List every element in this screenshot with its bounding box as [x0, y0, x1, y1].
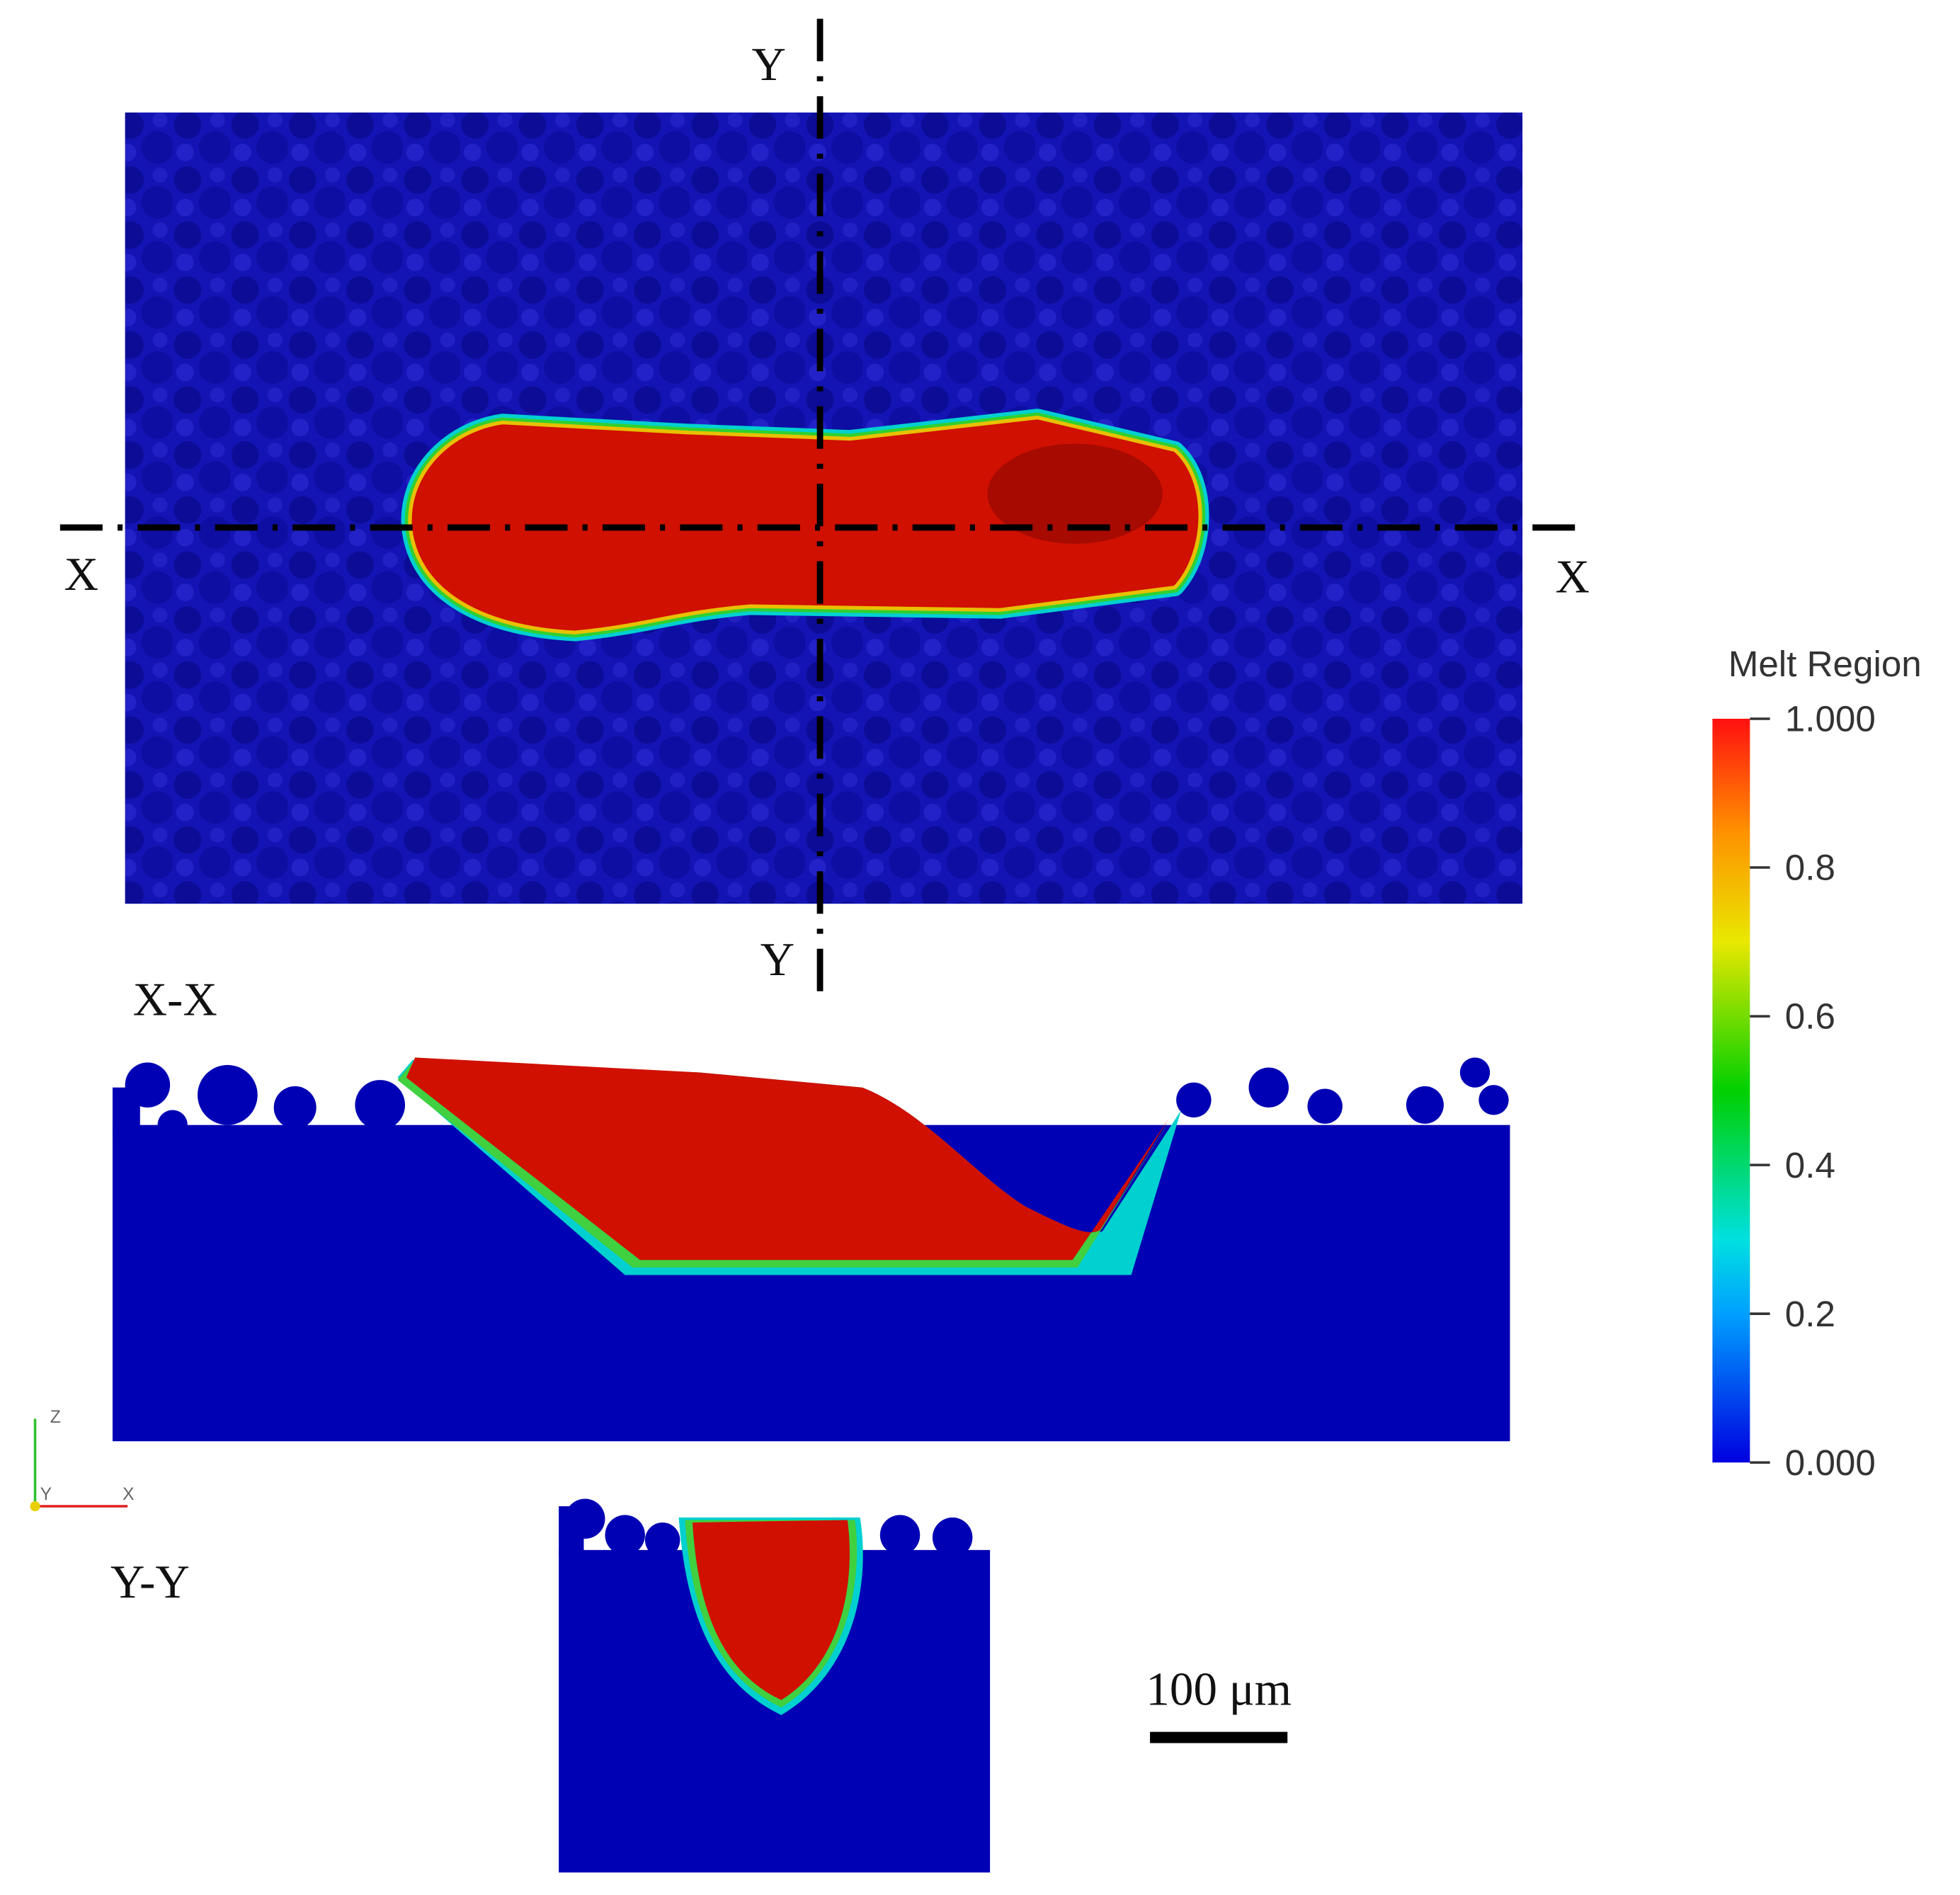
melt-pool-top [401, 409, 1209, 642]
colorbar-tick-label: 0.4 [1785, 1145, 1835, 1185]
section-x-x [112, 1057, 1510, 1442]
section-mark: X [1555, 550, 1589, 603]
section-y-y [559, 1498, 991, 1873]
axis-label: X [122, 1485, 134, 1504]
colorbar-tick-label: 0.000 [1785, 1442, 1876, 1483]
section-mark: X [64, 547, 98, 601]
colorbar-tick-label: 0.6 [1785, 996, 1835, 1037]
axis-label: Y [40, 1485, 52, 1504]
colorbar-title: Melt Region [1728, 644, 1922, 684]
section-mark: Y [760, 933, 794, 986]
section-label: Y-Y [110, 1555, 190, 1608]
section-mark: Y [751, 38, 785, 91]
colorbar [1712, 718, 1750, 1463]
colorbar-tick-label: 0.8 [1785, 848, 1835, 888]
axes-triad: Z Y X [30, 1408, 135, 1512]
colorbar-tick-label: 0.2 [1785, 1294, 1835, 1334]
scale-bar-label: 100 μm [1146, 1663, 1291, 1716]
section-label: X-X [133, 972, 217, 1025]
colorbar-tick-label: 1.000 [1785, 699, 1876, 739]
colorbar-ticks: 1.000 0.8 0.6 0.4 0.2 0.000 [1750, 699, 1876, 1483]
axis-label: Z [50, 1408, 61, 1427]
